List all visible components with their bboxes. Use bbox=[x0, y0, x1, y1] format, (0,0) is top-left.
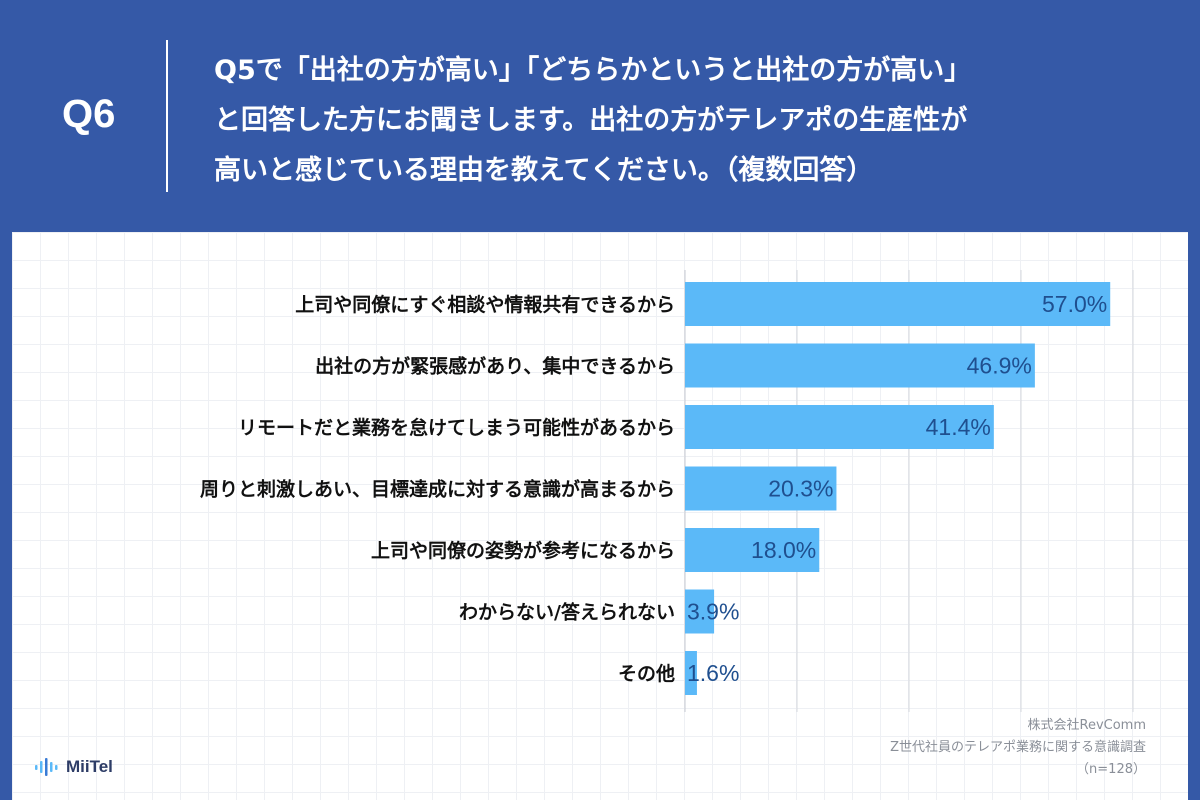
header: Q6 Q5で「出社の方が高い」「どちらかというと出社の方が高い」 と回答した方に… bbox=[0, 0, 1200, 232]
question-line: Q5で「出社の方が高い」「どちらかというと出社の方が高い」 bbox=[214, 55, 972, 86]
question-line: 高いと感じている理由を教えてください。（複数回答） bbox=[214, 155, 874, 186]
question-number: Q6 bbox=[62, 92, 116, 136]
bar bbox=[685, 466, 837, 511]
question-line: と回答した方にお聞きします。出社の方がテレアポの生産性が bbox=[214, 105, 968, 136]
logo-text: MiiTel bbox=[66, 757, 113, 776]
bar bbox=[685, 343, 1035, 388]
bar bbox=[685, 282, 1111, 326]
value-label: 57.0% bbox=[1042, 291, 1107, 317]
bar-chart: 上司や同僚にすぐ相談や情報共有できるから 57.0% 出社の方が緊張感があり、集中で… bbox=[200, 270, 1134, 712]
bar bbox=[685, 589, 715, 634]
soundwave-icon bbox=[35, 758, 58, 776]
header-divider bbox=[166, 40, 168, 192]
category-label: わからない/答えられない bbox=[459, 601, 675, 624]
question-text: Q5で「出社の方が高い」「どちらかというと出社の方が高い」 と回答した方にお聞き… bbox=[214, 46, 1174, 196]
survey-title: Z世代社員のテレアポ業務に関する意識調査 bbox=[890, 740, 1146, 755]
value-label: 18.0% bbox=[751, 537, 816, 563]
bar bbox=[685, 651, 697, 695]
category-label: 上司や同僚の姿勢が参考になるから bbox=[371, 539, 675, 562]
value-label: 41.4% bbox=[926, 414, 991, 440]
value-label: 20.3% bbox=[768, 476, 833, 502]
bar bbox=[685, 405, 994, 449]
value-label: 46.9% bbox=[967, 353, 1032, 379]
bar bbox=[685, 528, 820, 572]
category-label: その他 bbox=[618, 662, 675, 685]
company-credit: 株式会社RevComm bbox=[1027, 718, 1147, 733]
category-label: 上司や同僚にすぐ相談や情報共有できるから bbox=[295, 293, 675, 316]
category-label: リモートだと業務を怠けてしまう可能性があるから bbox=[238, 416, 675, 439]
sample-size: （n=128） bbox=[1076, 762, 1146, 777]
chart-panel: 上司や同僚にすぐ相談や情報共有できるから 57.0% 出社の方が緊張感があり、集中で… bbox=[12, 232, 1188, 800]
value-label: 1.6% bbox=[687, 660, 739, 686]
value-label: 3.9% bbox=[687, 599, 739, 625]
miitel-logo: MiiTel bbox=[34, 754, 113, 780]
category-label: 周りと刺激しあい、目標達成に対する意識が高まるから bbox=[200, 478, 675, 501]
category-label: 出社の方が緊張感があり、集中できるから bbox=[315, 355, 675, 378]
